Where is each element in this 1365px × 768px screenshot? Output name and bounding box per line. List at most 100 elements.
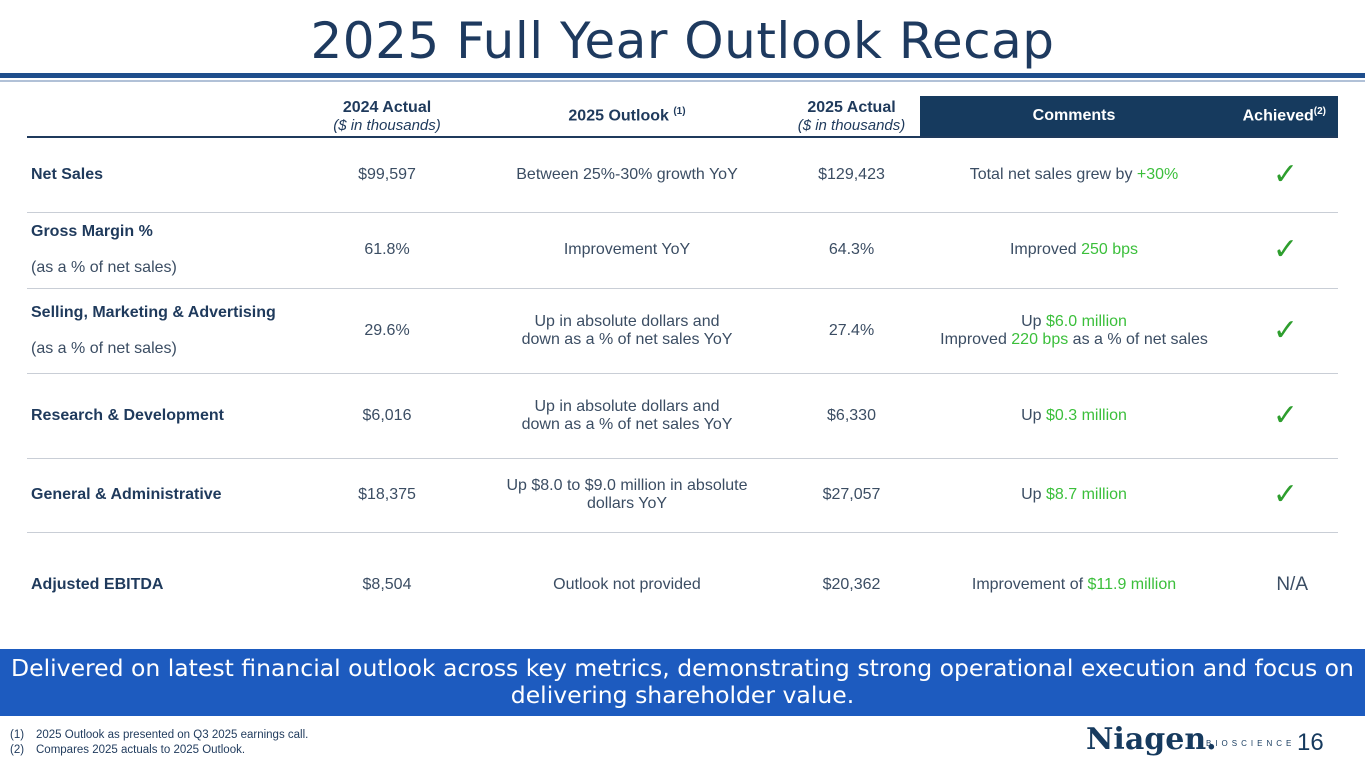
outlook-2025-cell: Improvement YoY	[471, 212, 783, 289]
achieved-cell: ✓	[1228, 137, 1338, 213]
achieved-cell: N/A	[1228, 532, 1338, 637]
outlook-line: Up in absolute dollars and	[534, 312, 720, 330]
outlook-2025-cell: Between 25%-30% growth YoY	[471, 137, 783, 213]
comment-text: as a % of net sales	[1068, 330, 1208, 348]
checkmark-icon: ✓	[1272, 157, 1298, 191]
outlook-line: Up $8.0 to $9.0 million in absolute	[506, 477, 748, 494]
table-row: Gross Margin % (as a % of net sales) 61.…	[27, 212, 1338, 289]
checkmark-icon: ✓	[1272, 398, 1298, 432]
actual-2025-cell: $6,330	[783, 373, 920, 459]
comment-text: Up	[1021, 312, 1046, 330]
outlook-table: 2024 Actual ($ in thousands) 2025 Outloo…	[27, 96, 1338, 637]
metric-cell: Adjusted EBITDA	[27, 532, 303, 637]
header-2025-outlook-footnote: (1)	[673, 106, 686, 118]
comment-cell: Up $8.7 million	[920, 458, 1228, 533]
company-logo: Niagen.	[1086, 722, 1217, 757]
metric-name: Gross Margin %	[31, 223, 153, 240]
metric-name: Net Sales	[31, 165, 104, 183]
summary-banner: Delivered on latest financial outlook ac…	[0, 649, 1365, 716]
achieved-cell: ✓	[1228, 288, 1338, 374]
page-title: 2025 Full Year Outlook Recap	[310, 12, 1055, 70]
metric-name: Selling, Marketing & Advertising	[31, 303, 276, 321]
table-row: Net Sales $99,597 Between 25%-30% growth…	[27, 137, 1338, 213]
comment-highlight: +30%	[1136, 165, 1179, 183]
comment-highlight: $6.0 million	[1045, 312, 1127, 330]
metric-name: Research & Development	[31, 406, 224, 424]
title-underline-thin	[0, 80, 1365, 82]
metric-subtitle: (as a % of net sales)	[31, 259, 177, 276]
metric-cell: General & Administrative	[27, 458, 303, 533]
actual-2024-cell: $6,016	[303, 373, 471, 459]
header-achieved: Achieved(2)	[1228, 96, 1338, 138]
comment-line: Up $6.0 million	[920, 313, 1228, 331]
actual-2025-cell: $129,423	[783, 137, 920, 213]
header-comments: Comments	[920, 96, 1228, 138]
outlook-line: down as a % of net sales YoY	[521, 415, 733, 433]
metric-name: Adjusted EBITDA	[31, 575, 164, 593]
outlook-line: down as a % of net sales YoY	[521, 330, 733, 348]
comment-highlight: 250 bps	[1081, 241, 1139, 258]
footnote-text: 2025 Outlook as presented on Q3 2025 ear…	[36, 729, 309, 741]
actual-2024-cell: $18,375	[303, 458, 471, 533]
outlook-2025-cell: Up $8.0 to $9.0 million in absolute doll…	[471, 458, 783, 533]
comment-highlight: $0.3 million	[1045, 406, 1127, 424]
footnote: (1) 2025 Outlook as presented on Q3 2025 …	[10, 728, 308, 743]
checkmark-icon: ✓	[1272, 313, 1298, 347]
company-logo-subtitle: BIOSCIENCE	[1206, 739, 1296, 748]
title-underline	[0, 73, 1365, 78]
table-row: Research & Development $6,016 Up in abso…	[27, 373, 1338, 459]
comment-text: Improvement of	[971, 575, 1088, 593]
metric-cell: Research & Development	[27, 373, 303, 459]
checkmark-icon: ✓	[1272, 478, 1298, 511]
table-row: Adjusted EBITDA $8,504 Outlook not provi…	[27, 532, 1338, 637]
achieved-cell: ✓	[1228, 458, 1338, 533]
table-row: Selling, Marketing & Advertising (as a %…	[27, 288, 1338, 374]
comment-cell: Total net sales grew by +30%	[920, 137, 1228, 213]
comment-highlight: $11.9 million	[1087, 575, 1177, 593]
actual-2025-cell: $27,057	[783, 458, 920, 533]
metric-cell: Gross Margin % (as a % of net sales)	[27, 212, 303, 289]
table-header-row: 2024 Actual ($ in thousands) 2025 Outloo…	[27, 96, 1338, 138]
achieved-cell: ✓	[1228, 373, 1338, 459]
actual-2025-cell: 27.4%	[783, 288, 920, 374]
header-2024-actual: 2024 Actual ($ in thousands)	[303, 96, 471, 138]
not-applicable-label: N/A	[1276, 573, 1308, 595]
header-metric	[27, 96, 303, 138]
actual-2025-cell: $20,362	[822, 575, 881, 593]
actual-2024-cell: $8,504	[362, 575, 412, 593]
comment-text: Up	[1021, 406, 1046, 424]
outlook-2025-cell: Up in absolute dollars and down as a % o…	[471, 373, 783, 459]
metric-subtitle: (as a % of net sales)	[31, 339, 177, 357]
actual-2024-cell: 29.6%	[303, 288, 471, 374]
comment-text: Up	[1021, 486, 1046, 503]
actual-2024-cell: 61.8%	[303, 212, 471, 289]
comment-highlight: $8.7 million	[1045, 486, 1127, 503]
comment-text: Total net sales grew by	[969, 165, 1137, 183]
metric-cell: Net Sales	[27, 137, 303, 213]
metric-cell: Selling, Marketing & Advertising (as a %…	[27, 288, 303, 374]
comment-cell: Improvement of $11.9 million	[920, 532, 1228, 637]
header-2025-outlook-label: 2025 Outlook	[568, 107, 669, 125]
comment-cell: Up $6.0 million Improved 220 bps as a % …	[920, 288, 1228, 374]
comment-cell: Improved 250 bps	[920, 212, 1228, 289]
actual-2024-cell: $99,597	[303, 137, 471, 213]
outlook-line: Up in absolute dollars and	[534, 397, 720, 415]
achieved-cell: ✓	[1228, 212, 1338, 289]
actual-2025-cell: 64.3%	[783, 212, 920, 289]
header-2025-actual-label: 2025 Actual	[807, 98, 896, 116]
footnote-text: Compares 2025 actuals to 2025 Outlook.	[36, 744, 246, 756]
page-number: 16	[1297, 729, 1324, 756]
header-2024-actual-sub: ($ in thousands)	[333, 116, 441, 134]
outlook-2025-cell: Outlook not provided	[553, 575, 701, 593]
footnote-number: (2)	[10, 744, 25, 756]
header-2024-actual-label: 2024 Actual	[342, 98, 432, 116]
comment-line: Improved 220 bps as a % of net sales	[920, 331, 1228, 349]
comment-cell: Up $0.3 million	[920, 373, 1228, 459]
outlook-line: dollars YoY	[586, 495, 668, 512]
header-2025-outlook: 2025 Outlook (1)	[471, 96, 783, 138]
comment-text: Improved	[1009, 241, 1082, 258]
comment-text: Improved	[940, 330, 1012, 348]
header-2025-actual: 2025 Actual ($ in thousands)	[783, 96, 920, 138]
header-achieved-footnote: (2)	[1313, 106, 1326, 118]
footnote-number: (1)	[10, 729, 25, 741]
